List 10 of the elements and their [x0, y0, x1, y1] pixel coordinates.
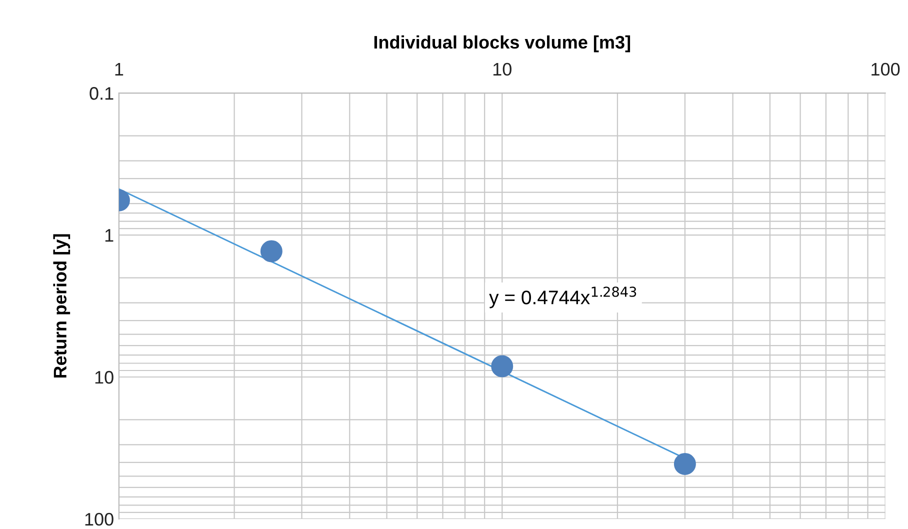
- x-tick-label: 1: [115, 63, 124, 76]
- x-axis-title: Individual blocks volume [m3]: [374, 35, 630, 52]
- annotation: y = 0.4744x$^{1.2843}$: [489, 286, 636, 308]
- y-tick-label: 10: [95, 370, 114, 384]
- y-axis-title: Return period [y]: [53, 234, 70, 378]
- x-tick-label: 100: [872, 62, 900, 76]
- y-tick-label: 1: [105, 229, 114, 242]
- y-tick-label: 0.1: [90, 87, 114, 100]
- x-tick-label: 10: [493, 62, 512, 76]
- y-tick-label: 100: [85, 512, 114, 526]
